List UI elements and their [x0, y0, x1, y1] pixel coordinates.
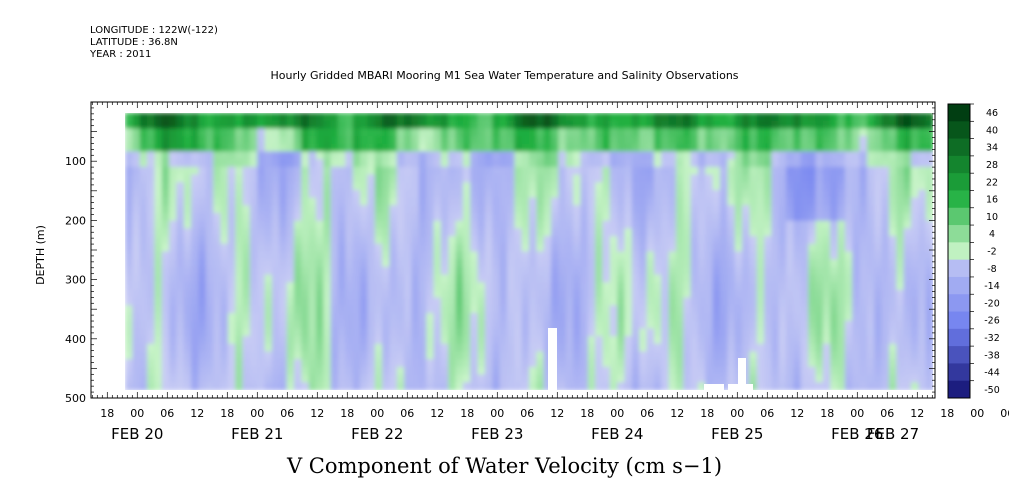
x-hour-tick-label: 18	[100, 407, 114, 420]
x-hour-tick-label: 12	[670, 407, 684, 420]
x-day-label: FEB 24	[591, 425, 643, 443]
x-day-label: FEB 27	[867, 425, 919, 443]
x-hour-tick-label: 18	[220, 407, 234, 420]
colorbar: 46 40 34 28 22 16 10 4 -2 -8 -14 -20 -26 -32 -38 -44 -50	[947, 103, 1000, 399]
x-hour-tick-label: 00	[490, 407, 504, 420]
colorbar-label: -20	[984, 298, 1000, 309]
x-hour-tick-label: 18	[820, 407, 834, 420]
x-hour-tick-label: 12	[790, 407, 804, 420]
colorbar-label: -44	[984, 368, 1000, 379]
x-day-label: FEB 26	[831, 425, 883, 443]
colorbar-label: -26	[984, 316, 1000, 327]
colorbar-swatch	[948, 294, 970, 312]
y-axis-label: DEPTH (m)	[34, 225, 47, 285]
x-hour-tick-label: 00	[130, 407, 144, 420]
colorbar-label: -32	[984, 333, 1000, 344]
latitude-label: LATITUDE : 36.8N	[90, 37, 178, 48]
x-hour-tick-label: 18	[460, 407, 474, 420]
x-hour-tick-label: 00	[250, 407, 264, 420]
x-minor-ticks	[91, 102, 933, 398]
colorbar-label: -38	[984, 350, 1000, 361]
x-hour-tick-label: 06	[400, 407, 414, 420]
x-hour-tick-label: 00	[610, 407, 624, 420]
colorbar-label: 40	[986, 125, 998, 136]
colorbar-label: 22	[986, 177, 998, 188]
x-hour-tick-label: 18	[700, 407, 714, 420]
colorbar-label: -14	[984, 281, 1000, 292]
colorbar-swatch	[948, 190, 970, 209]
colorbar-label: 34	[986, 143, 998, 154]
colorbar-swatch	[948, 380, 970, 399]
y-tick-label: 300	[65, 274, 86, 287]
x-hour-tick-label: 12	[190, 407, 204, 420]
colorbar-swatch	[948, 363, 970, 382]
variable-title: V Component of Water Velocity (cm s−1)	[286, 454, 723, 478]
colorbar-label: -2	[987, 247, 996, 258]
y-axis: 100 200 300 400 500	[65, 155, 86, 405]
x-hour-tick-label: 18	[940, 407, 954, 420]
colorbar-swatch	[948, 346, 970, 364]
colorbar-swatch	[948, 155, 970, 174]
colorbar-label: 46	[986, 108, 998, 119]
data-gaps	[548, 328, 753, 390]
x-hour-tick-label: 00	[730, 407, 744, 420]
x-day-label: FEB 23	[471, 425, 523, 443]
colorbar-label: 16	[986, 195, 998, 206]
colorbar-label: 10	[986, 212, 998, 223]
x-hour-tick-label: 12	[430, 407, 444, 420]
x-hour-tick-label: 12	[310, 407, 324, 420]
colorbar-swatch	[948, 276, 970, 295]
x-day-label: FEB 25	[711, 425, 763, 443]
heatmap	[125, 113, 933, 390]
chart-title: Hourly Gridded MBARI Mooring M1 Sea Wate…	[270, 69, 739, 82]
x-hour-tick-label: 00	[970, 407, 984, 420]
colorbar-swatch	[948, 207, 970, 226]
data-gap	[728, 384, 753, 390]
colorbar-swatch	[948, 138, 970, 157]
colorbar-swatch	[948, 104, 970, 122]
colorbar-swatch	[948, 225, 970, 243]
y-tick-label: 400	[65, 333, 86, 346]
x-day-label: FEB 22	[351, 425, 403, 443]
colorbar-label: 28	[986, 160, 998, 171]
x-hour-tick-label: 00	[370, 407, 384, 420]
colorbar-swatch	[948, 311, 970, 330]
x-hour-tick-label: 18	[580, 407, 594, 420]
data-gap	[738, 358, 746, 384]
x-hour-tick-label: 12	[910, 407, 924, 420]
x-axis: 18 00 06 12 18 00 06 12 18 00 06 12 18 00 06 12 18 00 06 12…	[100, 407, 1009, 443]
data-gap	[704, 384, 724, 390]
data-gap	[548, 328, 557, 390]
x-hour-tick-label: 06	[880, 407, 894, 420]
year-label: YEAR : 2011	[90, 49, 152, 60]
x-day-label: FEB 20	[111, 425, 163, 443]
longitude-label: LONGITUDE : 122W(-122)	[90, 25, 218, 36]
colorbar-swatch	[948, 173, 970, 191]
y-tick-label: 200	[65, 214, 86, 227]
colorbar-label: 4	[989, 229, 995, 240]
x-hour-tick-label: 12	[550, 407, 564, 420]
colorbar-swatch	[948, 259, 970, 278]
y-tick-label: 100	[65, 155, 86, 168]
x-day-label: FEB 21	[231, 425, 283, 443]
x-hour-tick-label: 06	[160, 407, 174, 420]
x-hour-tick-label: 18	[340, 407, 354, 420]
colorbar-swatch	[948, 242, 970, 261]
x-hour-tick-label: 06	[760, 407, 774, 420]
colorbar-label: -50	[984, 385, 1000, 396]
colorbar-swatch	[948, 121, 970, 139]
colorbar-label: -8	[987, 264, 996, 275]
x-hour-tick-label: 06	[280, 407, 294, 420]
colorbar-swatch	[948, 328, 970, 347]
x-hour-tick-label: 06	[1000, 407, 1009, 420]
y-minor-ticks	[91, 101, 935, 399]
x-hour-tick-label: 06	[520, 407, 534, 420]
x-hour-tick-label: 06	[640, 407, 654, 420]
y-tick-label: 500	[65, 392, 86, 405]
x-hour-tick-label: 00	[850, 407, 864, 420]
